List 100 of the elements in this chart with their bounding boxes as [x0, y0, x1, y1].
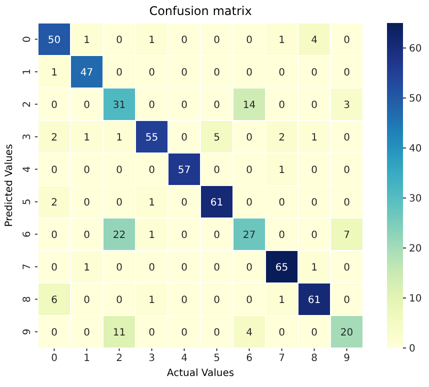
x-tick-label: 3: [148, 353, 155, 364]
data-label: 0: [84, 197, 90, 208]
data-label: 0: [181, 197, 188, 208]
data-label: 0: [84, 230, 90, 241]
data-label: 47: [80, 67, 94, 78]
data-label: 0: [311, 230, 318, 241]
data-label: 6: [51, 294, 58, 306]
y-tick-label: 3: [22, 134, 33, 140]
x-tick-label: 5: [214, 353, 220, 364]
data-label: 5: [214, 132, 220, 144]
data-label: 0: [84, 294, 90, 306]
data-label: 3: [344, 100, 350, 111]
chart-title: Confusion matrix: [149, 4, 252, 18]
x-tick-label: 9: [344, 353, 350, 364]
data-label: 0: [214, 230, 220, 241]
data-label: 31: [112, 100, 126, 111]
data-label: 0: [51, 164, 58, 176]
data-label: 0: [116, 34, 122, 46]
data-label: 0: [181, 132, 188, 144]
data-label: 0: [148, 164, 155, 176]
x-tick-label: 7: [278, 353, 285, 364]
data-label: 0: [214, 34, 220, 46]
data-label: 0: [214, 262, 220, 274]
data-label: 0: [214, 100, 220, 111]
data-label: 0: [278, 230, 285, 241]
data-label: 61: [308, 294, 321, 306]
y-tick-label: 4: [22, 166, 33, 172]
data-label: 2: [51, 197, 58, 208]
data-label: 0: [116, 164, 122, 176]
data-label: 0: [344, 262, 350, 274]
data-label: 1: [148, 197, 155, 208]
y-tick-label: 8: [22, 296, 33, 302]
data-label: 0: [84, 327, 90, 338]
color-bar-label: 50: [409, 94, 422, 104]
data-label: 20: [340, 327, 354, 338]
data-label: 11: [112, 327, 126, 338]
data-label: 0: [181, 67, 188, 78]
data-label: 0: [51, 230, 58, 241]
data-label: 1: [148, 230, 155, 241]
data-label: 7: [344, 230, 350, 241]
data-label: 0: [311, 197, 318, 208]
color-bar-label: 0: [409, 344, 416, 354]
data-label: 1: [148, 294, 155, 306]
data-label: 1: [116, 132, 122, 144]
data-label: 1: [84, 34, 90, 46]
data-label: 0: [344, 294, 350, 306]
data-label: 0: [344, 164, 350, 176]
data-label: 0: [246, 164, 252, 176]
data-label: 0: [311, 327, 318, 338]
data-label: 0: [148, 100, 155, 111]
data-label: 0: [116, 197, 122, 208]
data-label: 0: [84, 100, 90, 111]
data-label: 1: [51, 67, 58, 78]
data-label: 22: [112, 230, 126, 241]
data-label: 1: [84, 132, 90, 144]
y-tick-label: 0: [22, 36, 33, 42]
data-label: 14: [242, 100, 256, 111]
data-label: 2: [51, 132, 58, 144]
data-label: 0: [116, 67, 122, 78]
data-label: 4: [311, 34, 318, 46]
y-tick-label: 6: [22, 231, 33, 238]
data-label: 1: [148, 34, 155, 46]
x-tick-label: 6: [246, 353, 252, 364]
data-label: 27: [242, 230, 256, 241]
data-label: 0: [278, 100, 285, 111]
color-bar-label: 20: [409, 244, 422, 254]
data-label: 0: [181, 100, 188, 111]
data-label: 0: [51, 100, 58, 111]
data-label: 0: [311, 67, 318, 78]
data-label: 2: [278, 132, 285, 144]
data-label: 0: [214, 164, 220, 176]
data-label: 0: [116, 262, 122, 274]
y-tick-label: 9: [22, 328, 33, 335]
data-label: 57: [178, 164, 191, 176]
data-label: 0: [181, 327, 188, 338]
data-label: 0: [246, 262, 252, 274]
data-label: 0: [246, 197, 252, 208]
data-label: 0: [148, 67, 155, 78]
data-label: 0: [51, 327, 58, 338]
data-label: 1: [278, 294, 285, 306]
data-label: 0: [344, 197, 350, 208]
y-axis-title: Predicted Values: [4, 144, 15, 227]
data-label: 0: [116, 294, 122, 306]
data-label: 1: [84, 262, 90, 274]
data-label: 0: [51, 262, 58, 274]
data-label: 0: [214, 67, 220, 78]
data-label: 1: [278, 164, 285, 176]
data-label: 0: [278, 327, 285, 338]
data-label: 0: [246, 294, 252, 306]
color-bar-label: 30: [409, 194, 422, 204]
color-bar-label: 10: [409, 294, 422, 304]
data-label: 55: [145, 132, 158, 144]
x-tick-label: 2: [116, 353, 122, 364]
data-label: 0: [246, 67, 252, 78]
x-tick-label: 0: [51, 353, 58, 364]
data-label: 0: [214, 294, 220, 306]
data-label: 65: [275, 262, 288, 274]
data-label: 0: [344, 67, 350, 78]
x-axis-title: Actual Values: [166, 368, 234, 379]
data-label: 0: [148, 327, 155, 338]
